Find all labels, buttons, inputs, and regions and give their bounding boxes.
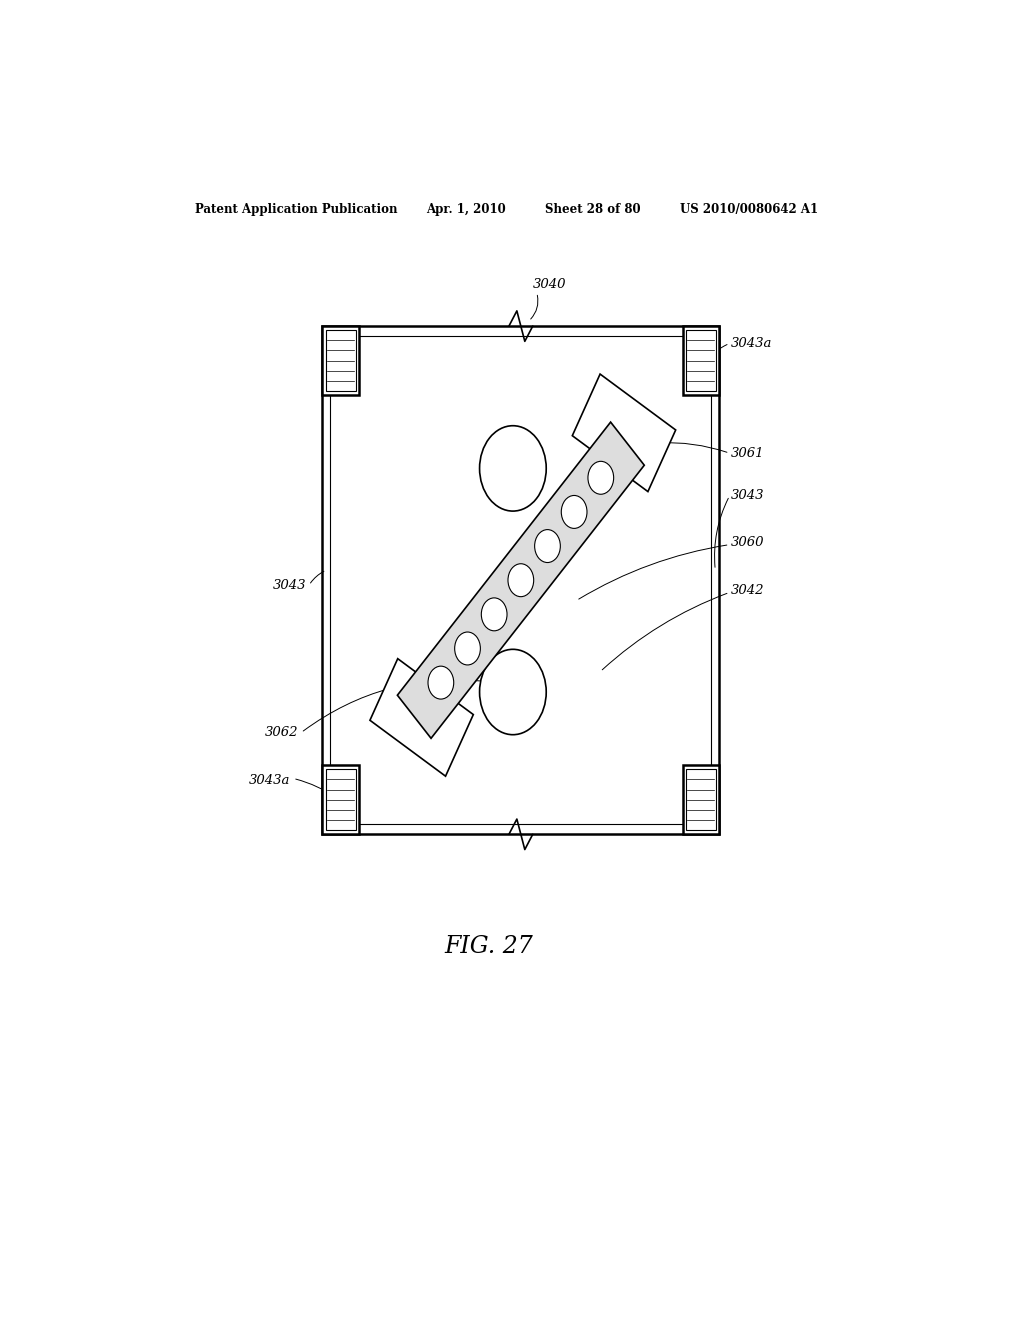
Text: FIG. 27: FIG. 27	[444, 935, 534, 957]
Bar	[323, 326, 719, 834]
Text: 3043: 3043	[273, 578, 306, 591]
Text: 3043: 3043	[731, 490, 765, 503]
Bar	[326, 770, 355, 830]
Circle shape	[561, 495, 587, 528]
Circle shape	[535, 529, 560, 562]
Circle shape	[428, 667, 454, 700]
Text: 3043a: 3043a	[731, 337, 772, 350]
Text: US 2010/0080642 A1: US 2010/0080642 A1	[680, 203, 818, 215]
Circle shape	[588, 461, 613, 494]
Circle shape	[508, 564, 534, 597]
Bar	[686, 330, 716, 391]
Bar	[686, 770, 716, 830]
Bar	[331, 337, 712, 824]
Bar	[323, 326, 359, 395]
Text: 3062: 3062	[265, 726, 299, 739]
Text: 3061: 3061	[731, 446, 765, 459]
Text: 3043a: 3043a	[249, 774, 291, 787]
Bar	[683, 766, 719, 834]
Bar	[683, 326, 719, 395]
Bar	[572, 374, 676, 491]
Circle shape	[479, 649, 546, 735]
Bar	[370, 659, 473, 776]
Text: 3040: 3040	[532, 277, 566, 290]
Circle shape	[455, 632, 480, 665]
Bar	[323, 766, 359, 834]
Text: Sheet 28 of 80: Sheet 28 of 80	[545, 203, 640, 215]
Circle shape	[479, 426, 546, 511]
Circle shape	[481, 598, 507, 631]
Text: 3060: 3060	[731, 536, 765, 549]
Text: 3042: 3042	[731, 583, 765, 597]
Text: Patent Application Publication: Patent Application Publication	[196, 203, 398, 215]
Bar	[397, 422, 644, 738]
Text: Apr. 1, 2010: Apr. 1, 2010	[426, 203, 506, 215]
Bar	[326, 330, 355, 391]
